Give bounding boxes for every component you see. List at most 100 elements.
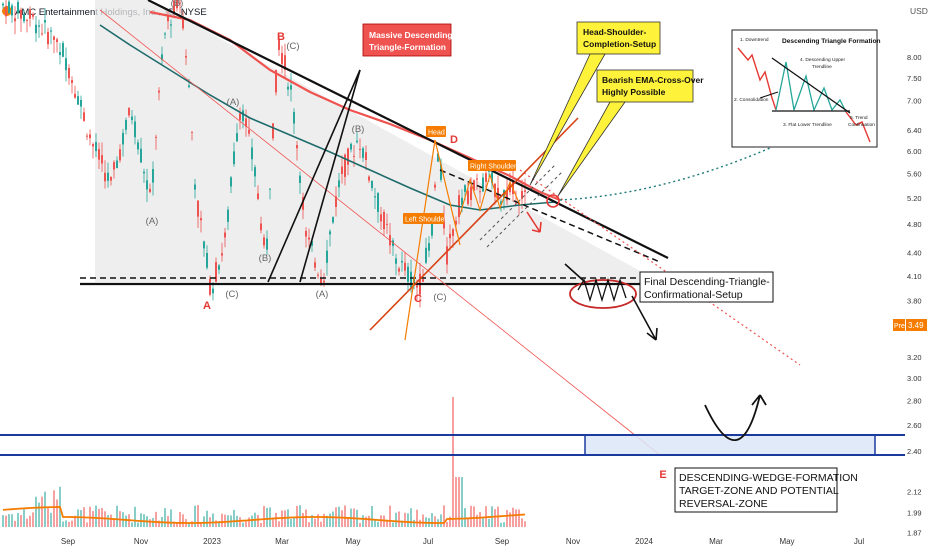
volume-bar: [149, 519, 151, 527]
upper-trendline: [147, 0, 669, 259]
candle-body: [44, 19, 46, 23]
volume-bar: [26, 518, 28, 527]
candle-body: [266, 238, 268, 250]
candle-body: [479, 191, 481, 193]
candle-body: [197, 200, 199, 217]
candle-body: [98, 149, 100, 160]
candle-body: [86, 135, 88, 137]
x-tick-label: Nov: [566, 537, 580, 546]
volume-bar: [23, 509, 25, 527]
volume-bar: [248, 517, 250, 527]
candle-body: [41, 33, 43, 35]
volume-bar: [86, 522, 88, 527]
candle-body: [2, 3, 4, 6]
y-tick-label: 7.50: [907, 74, 922, 83]
candle-body: [83, 112, 85, 121]
volume-bar: [125, 515, 127, 527]
candle-body: [68, 67, 70, 79]
volume-bar: [80, 510, 82, 527]
y-tick-label: 6.00: [907, 147, 922, 156]
candle-body: [248, 129, 250, 134]
candle-body: [128, 108, 130, 116]
volume-bar: [167, 516, 169, 527]
inset-step: 5. Trend: [850, 115, 868, 121]
volume-bar: [200, 522, 202, 527]
annotation-hs-setup[interactable]: Head-Shoulder- Completion-Setup: [529, 21, 661, 186]
candle-body: [194, 184, 196, 190]
volume-bar: [344, 505, 346, 527]
red-projection-line: [99, 9, 661, 456]
annotation-massive-triangle[interactable]: Massive Descending- Triangle-Formation: [362, 23, 456, 57]
candle-body: [380, 214, 382, 222]
volume-bar: [164, 508, 166, 527]
right-zigzag: [459, 173, 521, 216]
candle-body: [149, 188, 151, 193]
volume-bar: [188, 522, 190, 527]
candle-body: [236, 133, 238, 142]
wave-label: (A): [227, 97, 240, 108]
candle-body: [152, 169, 154, 183]
candle-body: [299, 175, 301, 184]
candle-body: [176, 0, 178, 9]
candle-body: [233, 151, 235, 165]
pattern-label: Head: [428, 130, 445, 137]
volume-bar: [458, 477, 460, 527]
candle-body: [155, 136, 157, 138]
annotation-line: Highly Possible: [602, 87, 666, 97]
candle-body: [290, 85, 292, 90]
candle-body: [62, 43, 64, 57]
candle-body: [395, 258, 397, 264]
annotation-final-setup[interactable]: Final Descending-Triangle- Confirmationa…: [639, 271, 774, 303]
candle-body: [89, 134, 91, 139]
volume-bar: [413, 519, 415, 527]
x-tick-label: Sep: [495, 537, 510, 546]
volume-bar: [503, 522, 505, 527]
candle-body: [23, 14, 25, 22]
candle-body: [80, 99, 82, 107]
volume-bar: [305, 509, 307, 527]
pattern-label-bg: [468, 160, 516, 171]
candle-body: [227, 209, 229, 222]
time-axis[interactable]: Sep Nov 2023 Mar May Jul Sep Nov 2024 Mar May Jul: [61, 537, 864, 546]
y-tick-label: 7.00: [907, 97, 922, 106]
candle-body: [347, 148, 349, 165]
volume-bar: [206, 510, 208, 527]
candle-body: [371, 180, 373, 189]
volume-bar: [2, 515, 4, 527]
pre-price-badge[interactable]: Pre 3.49: [893, 319, 927, 331]
candle-body: [26, 19, 28, 21]
x-tick-label: Mar: [709, 537, 723, 546]
ema-cross-circle: [546, 194, 560, 208]
candle-body: [38, 25, 40, 27]
candle-body: [254, 167, 256, 177]
volume-bar: [506, 510, 508, 527]
volume-bar: [500, 522, 502, 527]
volume-bar: [488, 518, 490, 527]
annotation-ema-cross[interactable]: Bearish EMA-Cross-Over Highly Possible: [557, 69, 704, 197]
volume-bar: [368, 515, 370, 527]
volume-bar: [470, 505, 472, 527]
volume-bar: [170, 509, 172, 527]
price-axis[interactable]: 8.00 7.50 7.00 6.40 6.00 5.60 5.20 4.80 4.40 4.10…: [907, 53, 922, 538]
candle-body: [125, 119, 127, 130]
volume-bar: [68, 521, 70, 527]
volume-bar: [29, 515, 31, 527]
candle-body: [473, 180, 475, 191]
wave-label: C: [414, 293, 422, 305]
candle-body: [287, 86, 289, 90]
volume-bar: [107, 515, 109, 527]
candle-body: [29, 9, 31, 19]
volume-bar: [32, 512, 34, 527]
volume-bar: [215, 520, 217, 527]
volume-bar: [317, 514, 319, 527]
volume-bar: [392, 522, 394, 527]
y-tick-label: 4.10: [907, 272, 922, 281]
x-tick-label: Sep: [61, 537, 76, 546]
annotation-target-zone[interactable]: DESCENDING-WEDGE-FORMATION TARGET-ZONE A…: [674, 467, 858, 513]
volume-bar: [434, 516, 436, 527]
volume-bar: [95, 505, 97, 527]
pattern-label: Right Shoulder: [470, 164, 517, 171]
candle-body: [281, 53, 283, 64]
target-zone-box: [585, 435, 875, 455]
